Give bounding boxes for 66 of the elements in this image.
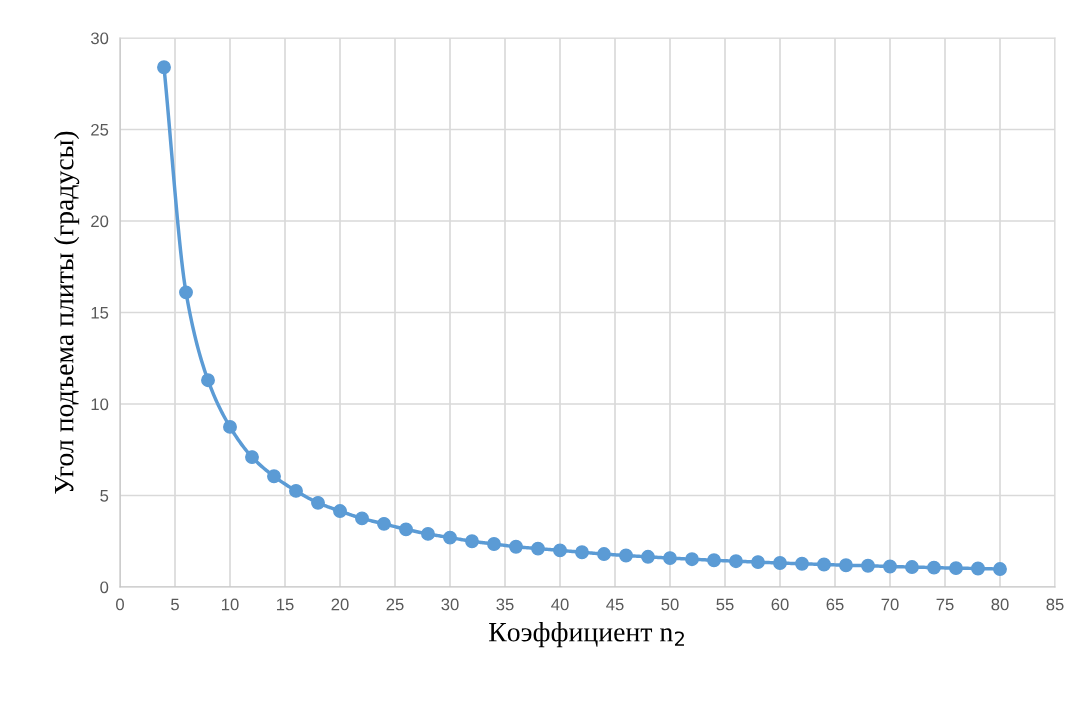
point bbox=[487, 537, 501, 551]
point bbox=[883, 559, 897, 574]
point bbox=[751, 555, 765, 570]
y-tick-label: 5 bbox=[100, 490, 109, 502]
y-tick-label: 0 bbox=[100, 581, 109, 594]
point bbox=[267, 469, 281, 484]
y-tick-label: 20 bbox=[91, 215, 109, 228]
point bbox=[905, 560, 919, 574]
point bbox=[949, 561, 963, 576]
x-tick-label: 10 bbox=[222, 598, 239, 611]
x-tick-label: 60 bbox=[771, 598, 789, 611]
x-tick-label: 55 bbox=[716, 598, 734, 611]
point bbox=[355, 511, 369, 526]
point bbox=[201, 373, 215, 388]
x-tick-label: 15 bbox=[277, 598, 294, 611]
point bbox=[619, 548, 633, 563]
point bbox=[993, 562, 1007, 577]
point bbox=[377, 516, 391, 531]
point bbox=[575, 545, 589, 560]
point bbox=[311, 495, 325, 510]
point bbox=[179, 285, 193, 300]
point bbox=[685, 552, 699, 567]
x-axis-title: Коэффициент n$_{2}$ bbox=[488, 621, 684, 648]
point bbox=[509, 539, 523, 554]
point bbox=[223, 419, 237, 434]
point bbox=[861, 558, 875, 573]
point bbox=[289, 483, 303, 498]
point bbox=[795, 556, 809, 571]
x-tick-label: 20 bbox=[331, 598, 349, 611]
point bbox=[465, 534, 479, 549]
point bbox=[971, 561, 985, 576]
point bbox=[531, 541, 545, 556]
x-tick-label: 35 bbox=[496, 598, 514, 611]
point bbox=[641, 549, 655, 564]
point bbox=[333, 504, 347, 519]
x-tick-label: 0 bbox=[116, 598, 124, 611]
point bbox=[157, 60, 171, 75]
point bbox=[817, 557, 831, 572]
x-tick-label: 50 bbox=[661, 598, 679, 611]
x-tick-label: 25 bbox=[386, 598, 404, 611]
x-tick-label: 40 bbox=[551, 598, 569, 611]
y-axis-title: Угол подъема плиты (градусы) bbox=[53, 131, 80, 494]
point bbox=[729, 554, 743, 569]
point bbox=[663, 551, 677, 566]
x-tick-label: 65 bbox=[826, 598, 844, 611]
x-tick-label: 5 bbox=[171, 598, 179, 611]
x-tick-label: 80 bbox=[991, 598, 1009, 611]
point bbox=[927, 560, 941, 575]
point bbox=[773, 556, 787, 570]
y-tick-label: 15 bbox=[91, 307, 109, 319]
y-tick-label: 10 bbox=[91, 398, 109, 411]
y-tick-label: 25 bbox=[91, 123, 109, 136]
x-tick-label: 45 bbox=[606, 598, 624, 611]
point bbox=[245, 450, 259, 465]
point bbox=[839, 558, 853, 573]
x-tick-label: 75 bbox=[936, 598, 954, 611]
point bbox=[553, 543, 567, 558]
x-tick-label: 70 bbox=[881, 598, 899, 611]
y-tick-label: 30 bbox=[90, 32, 109, 45]
x-tick-label: 30 bbox=[441, 598, 459, 611]
x-tick-label: 85 bbox=[1046, 598, 1064, 611]
point bbox=[421, 526, 435, 541]
point bbox=[443, 530, 457, 545]
point bbox=[707, 553, 721, 568]
point bbox=[399, 522, 413, 537]
point bbox=[597, 547, 611, 562]
